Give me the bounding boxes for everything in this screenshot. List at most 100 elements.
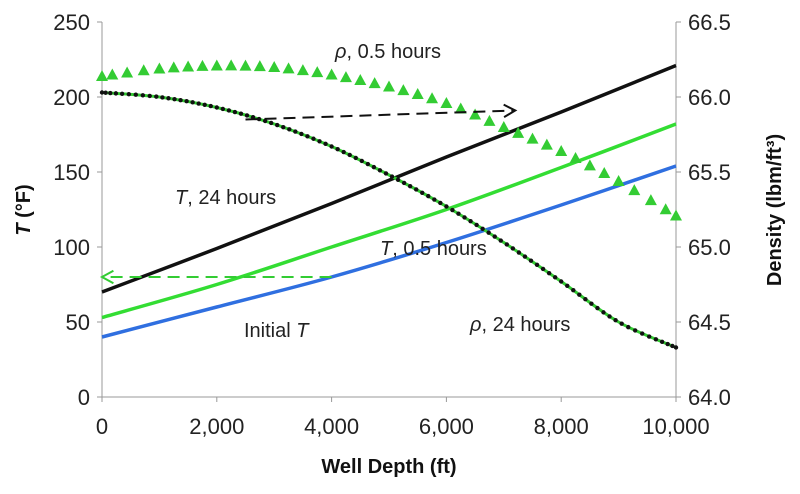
rho-24-hours-line <box>101 91 677 349</box>
rho-24-hours-marker <box>413 187 419 192</box>
rho-24-hours-marker <box>341 149 346 155</box>
rho-half-hour-marker <box>253 60 266 72</box>
rho-24-hours-marker <box>583 297 588 302</box>
rho-24-hours-marker <box>305 134 310 139</box>
rho-24-hours-marker <box>626 324 631 330</box>
x-tick-label: 4,000 <box>304 414 359 439</box>
label-initial-t: Initial T <box>244 320 310 342</box>
rho-half-hour-marker <box>483 114 496 126</box>
y-right-tick-label: 64.5 <box>688 310 731 335</box>
rho-24-hours-marker <box>268 120 274 126</box>
rho-24-hours-marker <box>299 131 304 137</box>
rho-half-hour-marker <box>555 145 568 156</box>
rho-24-hours-marker <box>119 91 125 96</box>
rho-24-hours-marker <box>190 100 195 105</box>
rho-half-hour-marker <box>569 151 582 163</box>
rho-24-hours-marker <box>108 90 113 96</box>
rho-24-hours-marker <box>238 111 244 116</box>
rho-24-hours-marker <box>317 139 322 144</box>
rho-24-hours-marker <box>632 328 638 333</box>
rho-24-hours-marker <box>462 215 467 220</box>
rho-24-hours-marker <box>522 254 528 259</box>
rho-24-hours-marker <box>208 103 213 109</box>
y-right-tick-label: 66.0 <box>688 85 731 110</box>
rho-24-hours-marker <box>601 310 606 315</box>
rho-24-hours-marker <box>166 96 171 101</box>
rho-half-hour-marker <box>182 60 195 72</box>
rho-24-hours-marker <box>275 122 280 128</box>
right-axis-title: Density (lbm/ft³) <box>764 134 786 286</box>
rho-24-hours-marker <box>281 124 286 130</box>
left-axis-title: T (°F) <box>13 184 35 235</box>
rho-24-hours-marker <box>140 93 146 98</box>
y-left-tick-label: 150 <box>53 160 90 185</box>
rho-24-hours-marker <box>154 94 159 99</box>
rho-24-hours-marker <box>426 193 431 199</box>
rho-24-hours-marker <box>196 101 201 106</box>
y-left-tick-label: 0 <box>78 385 90 410</box>
rho-24-hours-marker <box>589 301 594 306</box>
rho-24-hours-marker <box>577 292 582 297</box>
rho-24-hours-marker <box>486 230 491 235</box>
rho-24-hours-marker <box>113 91 119 96</box>
rho-24-hours-marker <box>646 334 652 339</box>
x-tick-label: 8,000 <box>534 414 589 439</box>
rho-half-hour-marker <box>469 108 482 120</box>
rho-24-hours-marker <box>565 283 570 288</box>
rho-half-hour-marker <box>210 59 223 71</box>
rho-24-hours-marker <box>559 279 564 284</box>
rho-24-hours-marker <box>244 113 250 118</box>
rho-half-hour-marker <box>628 184 641 196</box>
rho-24-hours-marker <box>552 275 558 280</box>
rho-24-hours-marker <box>516 250 522 255</box>
rho-24-hours-marker <box>619 321 624 326</box>
y-left-tick-label: 50 <box>66 310 90 335</box>
rho-24-hours-marker <box>359 158 365 164</box>
rho-24-hours-marker <box>653 337 659 342</box>
rho-half-hour-marker <box>268 61 281 72</box>
y-left-tick-label: 200 <box>53 85 90 110</box>
x-tick-label: 6,000 <box>419 414 474 439</box>
rho-half-hour-marker <box>659 203 672 215</box>
series-line-t-24-hours <box>101 63 677 294</box>
arrow-to-right-axis <box>245 109 516 121</box>
rho-24-hours-marker <box>99 90 105 95</box>
tick-layer: 0 2,000 4,000 6,000 8,000 10,000 0 50 100 150 200 2… <box>53 10 731 439</box>
rho-half-hour-marker <box>540 138 553 150</box>
y-right-tick-label: 66.5 <box>688 10 731 35</box>
rho-24-hours-marker <box>323 141 328 147</box>
rho-half-hour-marker <box>426 92 439 104</box>
rho-half-hour-marker <box>225 59 238 71</box>
rho-24-hours-marker <box>640 331 645 336</box>
rho-24-hours-marker <box>178 97 183 103</box>
rho-half-hour-marker <box>644 194 657 206</box>
rho-24-hours-marker <box>670 343 675 349</box>
rho-24-hours-marker <box>395 177 401 182</box>
rho-half-hour-marker <box>311 66 324 78</box>
rho-24-hours-marker <box>420 190 425 195</box>
rho-24-hours-marker <box>407 183 413 189</box>
rho-24-hours-marker <box>665 341 670 347</box>
rho-24-hours-marker <box>534 262 540 268</box>
rho-half-hour-marker <box>454 102 467 114</box>
rho-24-hours-marker <box>432 197 437 202</box>
rho-half-hour-marker <box>282 62 295 74</box>
rho-24-hours-marker <box>607 314 612 319</box>
marker-layer <box>96 59 682 350</box>
rho-half-hour-marker <box>411 88 424 99</box>
rho-half-hour-marker <box>368 77 381 89</box>
rho-24-hours-marker <box>365 161 371 167</box>
rho-24-hours-marker <box>510 246 516 251</box>
rho-24-hours-marker <box>613 318 618 323</box>
rho-half-hour-marker <box>526 132 539 144</box>
rho-24-hours-marker <box>540 266 546 272</box>
rho-half-hour-marker <box>121 66 134 78</box>
rho-24-hours-marker <box>401 180 407 186</box>
rho-24-hours-marker <box>133 92 138 97</box>
rho-24-hours-marker <box>172 96 177 102</box>
rho-half-hour-marker <box>339 71 352 83</box>
rho-half-hour-marker <box>612 175 625 186</box>
rho-24-hours-marker <box>256 116 262 122</box>
rho-24-hours-marker <box>184 99 189 104</box>
